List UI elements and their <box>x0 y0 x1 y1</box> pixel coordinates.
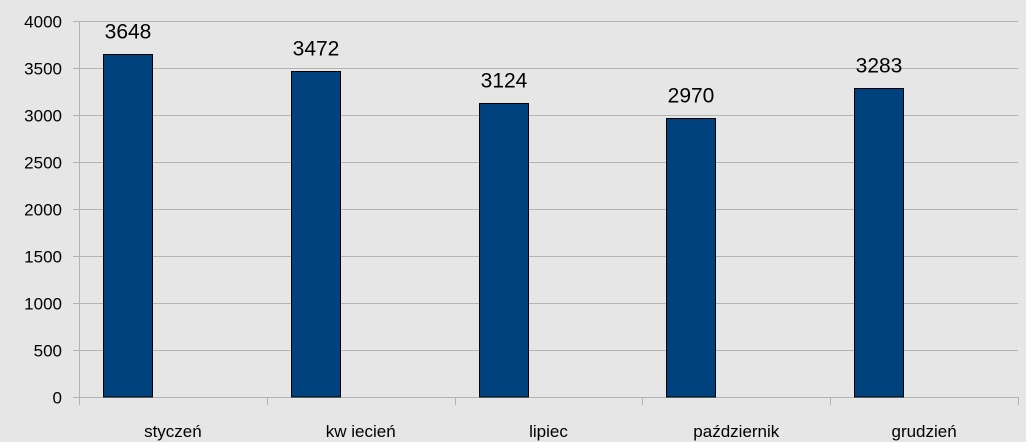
x-tick-label: grudzień <box>891 422 956 441</box>
y-tick-label: 0 <box>53 389 62 408</box>
x-tick-label: styczeń <box>144 422 202 441</box>
x-tick-label: październik <box>693 422 779 441</box>
bar-0 <box>103 54 153 398</box>
bar-1 <box>291 71 341 398</box>
x-tick-label: kw iecień <box>326 422 396 441</box>
y-tick-label: 3000 <box>24 107 62 126</box>
x-axis: styczeń kw iecień lipiec październik grudzie… <box>79 21 1019 441</box>
x-tick-label: lipiec <box>529 422 568 441</box>
bars <box>103 54 904 398</box>
y-tick-label: 3500 <box>24 60 62 79</box>
data-labels: 3648 3472 3124 2970 3283 <box>105 21 903 108</box>
y-tick-label: 2000 <box>24 201 62 220</box>
data-label: 3283 <box>856 55 903 78</box>
data-label: 3648 <box>105 21 152 44</box>
y-tick-label: 500 <box>34 342 62 361</box>
data-label: 2970 <box>668 85 715 108</box>
y-tick-label: 4000 <box>24 13 62 32</box>
y-axis-ticks: 0 500 1000 1500 2000 2500 3000 3500 4000 <box>24 13 79 408</box>
data-label: 3472 <box>293 38 340 61</box>
bar-3 <box>666 118 716 398</box>
gridlines <box>79 21 1018 398</box>
y-tick-label: 2500 <box>24 154 62 173</box>
bar-2 <box>479 103 529 398</box>
data-label: 3124 <box>481 70 528 93</box>
bar-4 <box>854 88 904 398</box>
y-tick-label: 1000 <box>24 295 62 314</box>
y-tick-label: 1500 <box>24 248 62 267</box>
